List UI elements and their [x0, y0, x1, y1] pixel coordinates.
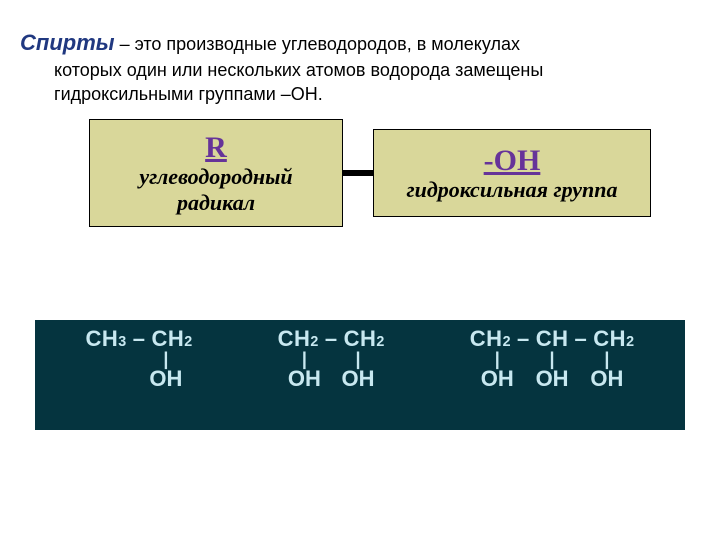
- molecule-1: CH3–CH2|OH: [85, 326, 192, 392]
- definition-title: Спирты: [20, 30, 115, 55]
- hydroxyl-box: -ОН гидроксильная группа: [373, 129, 651, 217]
- molecule-2: CH2–CH2||OHOH: [278, 326, 385, 392]
- hydroxyl-label: гидроксильная группа: [398, 177, 625, 202]
- connector-bar: [343, 170, 373, 176]
- molecule-2-oh: OHOH: [278, 366, 385, 392]
- radical-box: R углеводородный радикал: [89, 119, 343, 227]
- radical-label-line2: радикал: [169, 190, 263, 215]
- definition-line1: это производные углеводородов, в молекул…: [135, 34, 520, 54]
- definition-paragraph: Спирты – это производные углеводородов, …: [20, 28, 700, 106]
- hydroxyl-symbol: -ОН: [484, 144, 541, 177]
- molecule-3: CH2–CH–CH2|||OHOHOH: [470, 326, 635, 392]
- molecule-3-oh: OHOHOH: [470, 366, 635, 392]
- molecule-1-oh: OH: [85, 366, 192, 392]
- definition-line3: гидроксильными группами –ОН.: [20, 82, 323, 106]
- formula-strip: CH3–CH2|OH CH2–CH2||OHOH CH2–CH–CH2|||OHOH…: [35, 320, 685, 430]
- slide-root: Спирты – это производные углеводородов, …: [0, 0, 720, 540]
- radical-symbol: R: [205, 131, 227, 164]
- definition-line2: которых один или нескольких атомов водор…: [20, 58, 543, 82]
- molecule-2-top: CH2–CH2: [278, 326, 385, 352]
- component-boxes-row: R углеводородный радикал -ОН гидроксильн…: [70, 118, 670, 228]
- definition-dash: –: [115, 34, 135, 54]
- molecule-1-top: CH3–CH2: [85, 326, 192, 352]
- radical-label-line1: углеводородный: [131, 164, 300, 189]
